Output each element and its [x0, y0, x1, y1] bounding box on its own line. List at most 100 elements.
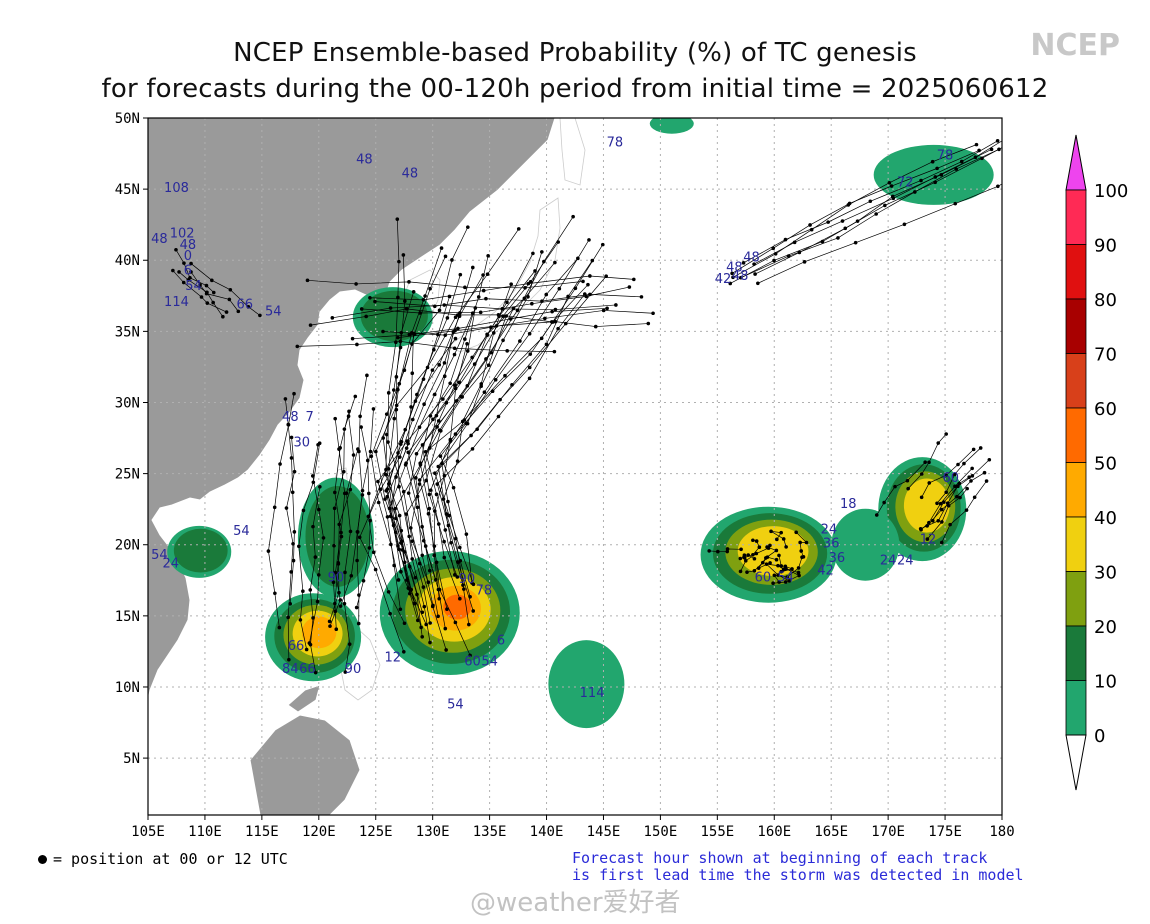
position-dot [355, 530, 360, 534]
position-dot [919, 495, 924, 500]
position-dot [284, 506, 289, 510]
position-dot [967, 475, 971, 480]
position-dot [453, 620, 458, 625]
position-dot [342, 601, 347, 606]
position-dot [783, 237, 788, 242]
position-dot [392, 563, 396, 568]
position-dot [211, 300, 215, 305]
probability-contours [167, 118, 994, 729]
position-dot [400, 548, 405, 552]
forecast-hour-label: 78 [476, 584, 493, 599]
position-dot [409, 405, 413, 409]
position-dot [738, 556, 743, 561]
position-dot [410, 539, 415, 543]
longitude-label: 175E [928, 824, 962, 840]
position-dot [417, 561, 422, 566]
position-dot [543, 316, 547, 321]
position-dot [403, 299, 407, 303]
position-dot [891, 196, 896, 201]
forecast-hour-label: 66 [237, 298, 254, 313]
forecast-hour-label: 12 [920, 532, 937, 547]
position-dot [418, 311, 422, 315]
colorbar-label: 0 [1094, 726, 1105, 747]
position-dot [388, 514, 393, 519]
position-dot [945, 501, 950, 506]
position-dot [479, 384, 483, 389]
position-dot [342, 491, 347, 496]
position-dot [386, 467, 391, 471]
position-dot [969, 479, 973, 483]
position-dot [290, 490, 295, 495]
position-dot [453, 536, 458, 541]
position-dot [796, 566, 801, 570]
longitude-label: 160E [757, 824, 791, 840]
position-dot [769, 529, 773, 534]
position-dot [397, 547, 401, 552]
position-dot [639, 295, 644, 299]
position-dot [408, 526, 413, 530]
position-dot [336, 560, 341, 565]
position-dot [581, 279, 585, 284]
colorbar-bin [1065, 189, 1087, 245]
position-dot [783, 580, 788, 584]
position-dot [466, 225, 470, 229]
forecast-hour-label: 48 [732, 269, 749, 284]
position-dot [781, 567, 786, 572]
storm-track [332, 304, 616, 319]
colorbar-bin [1065, 516, 1087, 572]
position-dot [437, 596, 442, 601]
position-dot [771, 246, 776, 251]
position-dot [927, 520, 931, 525]
position-dot [808, 223, 812, 227]
position-dot [571, 214, 575, 219]
position-dot [550, 309, 554, 314]
position-dot [486, 254, 490, 258]
position-dot [489, 350, 494, 355]
position-dot [913, 190, 917, 194]
position-dot [627, 285, 632, 289]
position-dot [358, 414, 362, 419]
position-dot [955, 494, 959, 499]
longitude-label: 155E [700, 824, 734, 840]
position-dot [351, 453, 356, 457]
position-dot [388, 611, 392, 616]
probability-region [360, 290, 428, 342]
position-dot [364, 314, 368, 319]
position-dot [401, 649, 406, 654]
position-dot-icon [38, 855, 47, 864]
position-dot [781, 537, 786, 541]
position-dot [286, 615, 290, 620]
position-dot [938, 501, 943, 506]
position-dot [417, 478, 422, 482]
position-dot [463, 285, 467, 290]
position-dot [422, 402, 426, 407]
position-dot [288, 602, 292, 606]
position-dot [387, 506, 392, 511]
position-dot [452, 383, 457, 388]
position-dot [368, 295, 372, 300]
position-dot [453, 328, 457, 333]
position-dot [1034, 163, 1038, 167]
position-dot [441, 397, 445, 401]
position-dot [376, 500, 381, 505]
colorbar-bin [1065, 298, 1087, 354]
position-dot [481, 288, 486, 293]
forecast-hour-label: 114 [164, 295, 189, 310]
position-dot [386, 590, 391, 594]
position-dot [384, 472, 388, 477]
position-dot [752, 568, 757, 573]
position-dot [919, 178, 923, 183]
position-dot [489, 325, 493, 330]
position-dot [777, 553, 781, 558]
forecast-hour-label: 48 [180, 238, 197, 253]
position-dot [467, 622, 471, 627]
position-dot [773, 251, 778, 256]
position-dot [458, 596, 462, 601]
position-dot [410, 371, 415, 376]
position-dot [505, 300, 509, 305]
position-dot [443, 528, 448, 532]
position-dot [333, 416, 337, 421]
latitude-label: 30N [115, 395, 140, 411]
position-dot [421, 377, 426, 381]
position-dot [446, 499, 450, 504]
